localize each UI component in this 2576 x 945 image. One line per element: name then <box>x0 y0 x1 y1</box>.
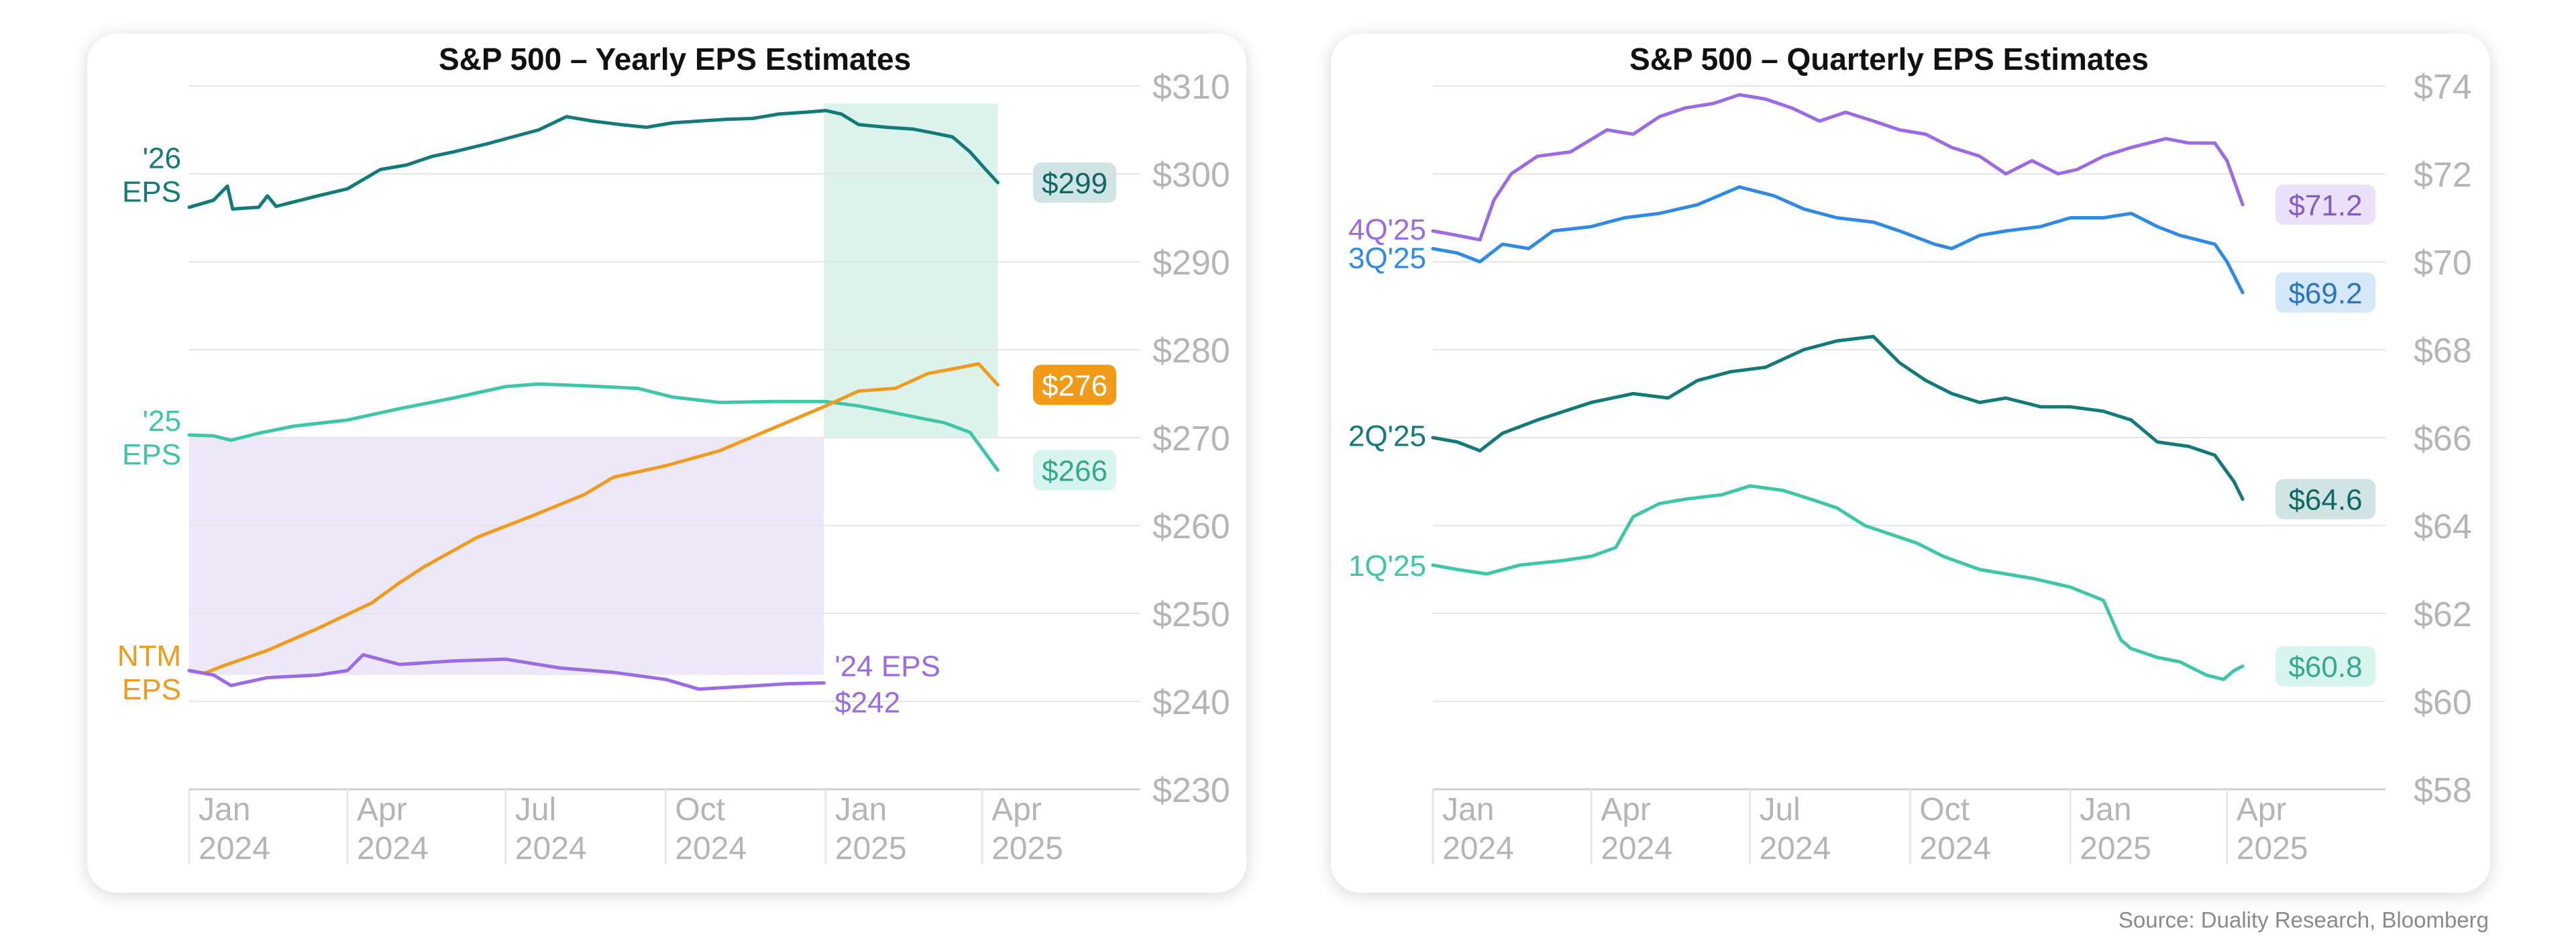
chart-title: S&P 500 – Yearly EPS Estimates <box>439 42 911 77</box>
yearly-chart: S&P 500 – Yearly EPS Estimates $310 $300 $2… <box>117 42 1230 866</box>
series-label-2q-25: 2Q'25 <box>1348 420 1426 453</box>
y-tick-label: $280 <box>1152 332 1230 370</box>
x-tick-label: Jul <box>1759 792 1800 828</box>
y-tick-label: $250 <box>1152 595 1230 634</box>
series-line-4q-25 <box>1431 93 2245 242</box>
x-tick-label: 2024 <box>1759 831 1831 866</box>
shaded-region-1 <box>189 438 824 675</box>
end-label-2q-25: $64.6 <box>2288 484 2362 517</box>
series-label-26-eps: '26 <box>143 142 181 175</box>
x-tick-label: 2024 <box>357 831 429 866</box>
x-tick-label: 2025 <box>835 831 907 866</box>
series-line-25-eps <box>187 382 1000 472</box>
series-line-3q-25 <box>1431 185 2245 295</box>
x-tick-label: Jul <box>515 792 556 828</box>
source-note: Source: Duality Research, Bloomberg <box>2118 907 2489 932</box>
x-tick-label: Apr <box>991 792 1042 828</box>
end-label-box-4q-25 <box>2275 184 2375 225</box>
y-tick-label: $310 <box>1152 68 1230 107</box>
series-line-1q-25 <box>1431 484 2245 681</box>
series-label-4q-25: 4Q'25 <box>1348 213 1426 246</box>
series-label-3q-25: 3Q'25 <box>1348 242 1426 275</box>
series-line-24-eps <box>187 653 826 691</box>
x-tick-label: Oct <box>675 792 725 828</box>
x-tick-label: 2024 <box>1919 831 1991 866</box>
end-label-ntm-eps: $276 <box>1042 369 1108 402</box>
y-tick-label: $270 <box>1152 419 1230 458</box>
end-label-1q-25: $60.8 <box>2288 651 2362 684</box>
series-line-2q-25 <box>1431 334 2245 501</box>
y-tick-label: $72 <box>2414 156 2472 195</box>
end-label-box-25-eps <box>1033 450 1116 491</box>
end-label-3q-25: $69.2 <box>2288 277 2362 310</box>
y-tick-label: $58 <box>2414 771 2472 810</box>
y-tick-label: $290 <box>1152 244 1230 283</box>
series-label-25-eps: '25 <box>143 405 181 438</box>
end-label-box-1q-25 <box>2275 646 2375 687</box>
series-label-ntm-eps: NTM <box>117 640 181 673</box>
series-label-1q-25: 1Q'25 <box>1348 550 1426 583</box>
x-tick-label: 2025 <box>2237 831 2308 866</box>
y-tick-label: $260 <box>1152 507 1230 546</box>
y-tick-label: $240 <box>1152 683 1230 722</box>
x-tick-label: Apr <box>357 792 407 828</box>
x-tick-label: 2024 <box>675 831 747 866</box>
x-tick-label: Jan <box>835 792 887 828</box>
x-tick-label: Oct <box>1919 792 1970 828</box>
y-tick-label: $300 <box>1152 156 1230 195</box>
x-tick-label: Jan <box>1442 792 1494 828</box>
end-label-25-eps: $266 <box>1042 454 1108 487</box>
series-line-26-eps <box>187 109 1000 211</box>
end-label-24-eps: '24 EPS <box>835 650 941 683</box>
x-tick-label: 2024 <box>199 831 270 866</box>
y-tick-label: $60 <box>2414 683 2472 722</box>
end-label-24-eps: $242 <box>835 686 900 719</box>
y-tick-label: $68 <box>2414 332 2472 370</box>
y-tick-label: $230 <box>1152 771 1230 810</box>
x-tick-label: Apr <box>2237 792 2287 828</box>
chart-title: S&P 500 – Quarterly EPS Estimates <box>1629 42 2149 77</box>
x-tick-label: 2025 <box>2080 831 2151 866</box>
end-label-box-2q-25 <box>2275 479 2375 519</box>
end-label-box-3q-25 <box>2275 272 2375 313</box>
y-tick-label: $70 <box>2414 244 2472 283</box>
y-tick-label: $74 <box>2414 68 2472 107</box>
x-tick-label: 2024 <box>1442 831 1514 866</box>
end-label-26-eps: $299 <box>1042 167 1108 200</box>
series-line-ntm-eps <box>187 362 1000 675</box>
series-label-26-eps: EPS <box>122 175 181 208</box>
y-tick-label: $64 <box>2414 507 2472 546</box>
y-tick-label: $62 <box>2414 595 2472 634</box>
x-tick-label: 2024 <box>515 831 587 866</box>
x-tick-label: Jan <box>2080 792 2131 828</box>
end-label-4q-25: $71.2 <box>2288 189 2362 222</box>
x-tick-label: Apr <box>1601 792 1651 828</box>
series-label-ntm-eps: EPS <box>122 673 181 706</box>
x-tick-label: 2025 <box>991 831 1063 866</box>
x-tick-label: Jan <box>199 792 250 828</box>
y-tick-label: $66 <box>2414 419 2472 458</box>
end-label-box-26-eps <box>1033 162 1116 203</box>
end-label-box-ntm-eps <box>1033 364 1116 405</box>
series-label-25-eps: EPS <box>122 438 181 471</box>
quarterly-chart: S&P 500 – Quarterly EPS Estimates $74 $72 $… <box>1348 42 2472 866</box>
x-tick-label: 2024 <box>1601 831 1672 866</box>
quarterly-eps-chart-panel <box>1331 34 2490 893</box>
